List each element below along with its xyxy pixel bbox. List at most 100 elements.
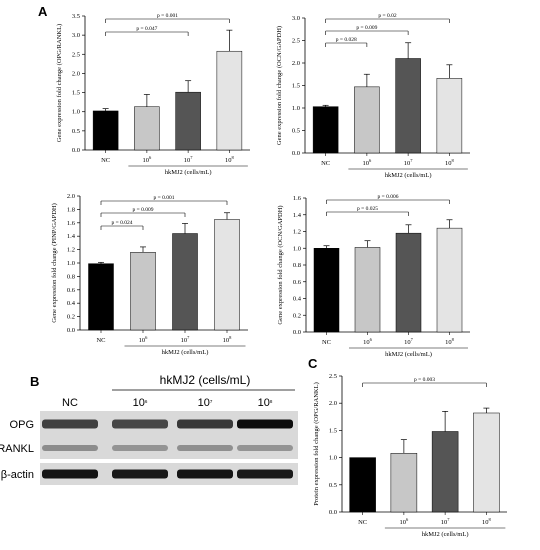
p-value-label: p = 0.001 (157, 13, 178, 19)
x-group-label: hkMJ2 (cells/mL) (162, 349, 209, 356)
p-value-label: p = 0.006 (378, 194, 399, 200)
y-tick-label: 3.0 (72, 32, 80, 39)
lane-label: NC (62, 397, 78, 409)
y-tick-label: 0.0 (292, 150, 300, 157)
bar (175, 91, 201, 151)
bar (390, 452, 418, 513)
blot-row-label: OPG (10, 419, 34, 431)
x-tick-label: 108 (482, 517, 492, 526)
blot-band (112, 445, 168, 451)
y-tick-label: 0.2 (293, 312, 301, 319)
x-tick-label: 108 (445, 337, 455, 346)
y-tick-label: 2.0 (329, 400, 337, 407)
x-tick-label: 108 (223, 335, 233, 344)
panel-label-b: B (30, 374, 39, 389)
lane-label: 107 (198, 397, 213, 409)
y-tick-label: 1.8 (67, 206, 75, 213)
bar (312, 106, 339, 154)
bar (395, 58, 421, 154)
chart-opg-rankl-protein: 0.0 0.5 1.0 1.5 2.0 2.5 Protein expression fol… (313, 373, 507, 538)
y-axis-label: Gene expression fold change (OCN/GAPDH) (277, 205, 284, 324)
y-tick-label: 2.5 (292, 38, 300, 45)
y-tick-label: 1.6 (67, 220, 76, 227)
bar (92, 110, 119, 151)
chart-ocn-gapdh-gene-b: 0.0 0.2 0.4 0.6 0.8 1.0 1.2 1.4 1.6 Gene expressi… (277, 194, 470, 358)
y-tick-label: 2.0 (292, 60, 300, 67)
y-tick-label: 2.5 (72, 51, 80, 58)
y-tick-label: 1.6 (293, 195, 302, 202)
y-tick-label: 1.4 (67, 233, 76, 240)
x-tick-label: 107 (404, 158, 414, 167)
blot-group-title: hkMJ2 (cells/mL) (160, 373, 251, 387)
x-tick-label: 106 (400, 517, 410, 526)
x-tick-label: NC (101, 157, 110, 164)
blot-band (177, 419, 233, 429)
bar (436, 78, 463, 154)
blot-membrane (40, 437, 298, 459)
blot-band (112, 469, 168, 479)
x-tick-label: 106 (143, 155, 153, 164)
bar (473, 412, 500, 513)
x-tick-label: NC (321, 160, 330, 167)
x-group-label: hkMJ2 (cells/mL) (422, 531, 469, 538)
p-value-label: p = 0.025 (357, 206, 378, 212)
y-tick-label: 1.5 (292, 83, 300, 90)
y-tick-label: 0.6 (67, 287, 76, 294)
x-tick-label: 108 (445, 158, 455, 167)
y-tick-label: 1.5 (72, 90, 80, 97)
western-blot: NC 106 107 108 hkMJ2 (cells/mL) OPG RANKL β-act… (0, 373, 298, 485)
blot-row-label: RANKL (0, 443, 34, 455)
p-value-label: p = 0.001 (154, 195, 175, 201)
y-axis-label: Gene expression fold change (OCN/GAPDH) (276, 26, 283, 145)
p-value-label: p = 0.024 (112, 220, 133, 226)
y-tick-label: 0.4 (293, 296, 302, 303)
y-tick-label: 1.2 (293, 229, 301, 236)
y-axis-label: Gene expression fold change (OPG/RANKL) (56, 24, 63, 142)
chart-opg-rankl-gene: 0.0 0.5 1.0 1.5 2.0 2.5 3.0 3.5 Gene expression … (56, 13, 250, 176)
bar (354, 86, 380, 154)
blot-band (237, 469, 293, 479)
bar (88, 263, 114, 331)
y-tick-label: 0.6 (293, 279, 302, 286)
panel-label-c: C (308, 356, 318, 371)
y-tick-label: 1.0 (67, 260, 75, 267)
p-value-label: p = 0.047 (136, 26, 157, 32)
y-tick-label: 0.0 (67, 327, 75, 334)
blot-band (42, 445, 98, 451)
y-tick-label: 1.2 (67, 247, 75, 254)
y-tick-label: 0.2 (67, 314, 75, 321)
y-tick-label: 0.5 (72, 128, 80, 135)
blot-band (42, 469, 98, 479)
panel-label-a: A (38, 4, 48, 19)
y-tick-label: 3.5 (72, 13, 80, 20)
x-tick-label: NC (96, 337, 105, 344)
chart-ocn-gapdh-gene-a: 0.0 0.5 1.0 1.5 2.0 2.5 3.0 Gene expression fol… (276, 13, 470, 179)
bar (349, 457, 376, 513)
x-tick-label: 107 (441, 517, 451, 526)
y-axis-label: Protein expression fold change (OPG/RANK… (313, 382, 320, 505)
bar (214, 219, 240, 331)
y-tick-label: 1.0 (329, 455, 337, 462)
blot-band (177, 469, 233, 479)
blot-band (112, 419, 168, 429)
lane-label: 106 (133, 397, 148, 409)
x-tick-label: 107 (181, 335, 191, 344)
x-tick-label: 107 (404, 337, 414, 346)
x-tick-label: 106 (139, 335, 149, 344)
y-tick-label: 1.0 (72, 109, 80, 116)
bar (354, 247, 381, 333)
x-tick-label: 106 (363, 158, 373, 167)
y-tick-label: 0.5 (329, 482, 337, 489)
bar (395, 232, 422, 333)
y-tick-label: 0.5 (292, 128, 300, 135)
blot-band (237, 445, 293, 451)
y-tick-label: 0.8 (67, 273, 75, 280)
x-tick-label: 108 (225, 155, 235, 164)
x-tick-label: 107 (184, 155, 194, 164)
x-tick-label: NC (322, 339, 331, 346)
p-value-label: p = 0.02 (378, 13, 396, 19)
x-group-label: hkMJ2 (cells/mL) (385, 172, 432, 179)
bar (130, 252, 156, 331)
x-tick-label: NC (358, 519, 367, 526)
